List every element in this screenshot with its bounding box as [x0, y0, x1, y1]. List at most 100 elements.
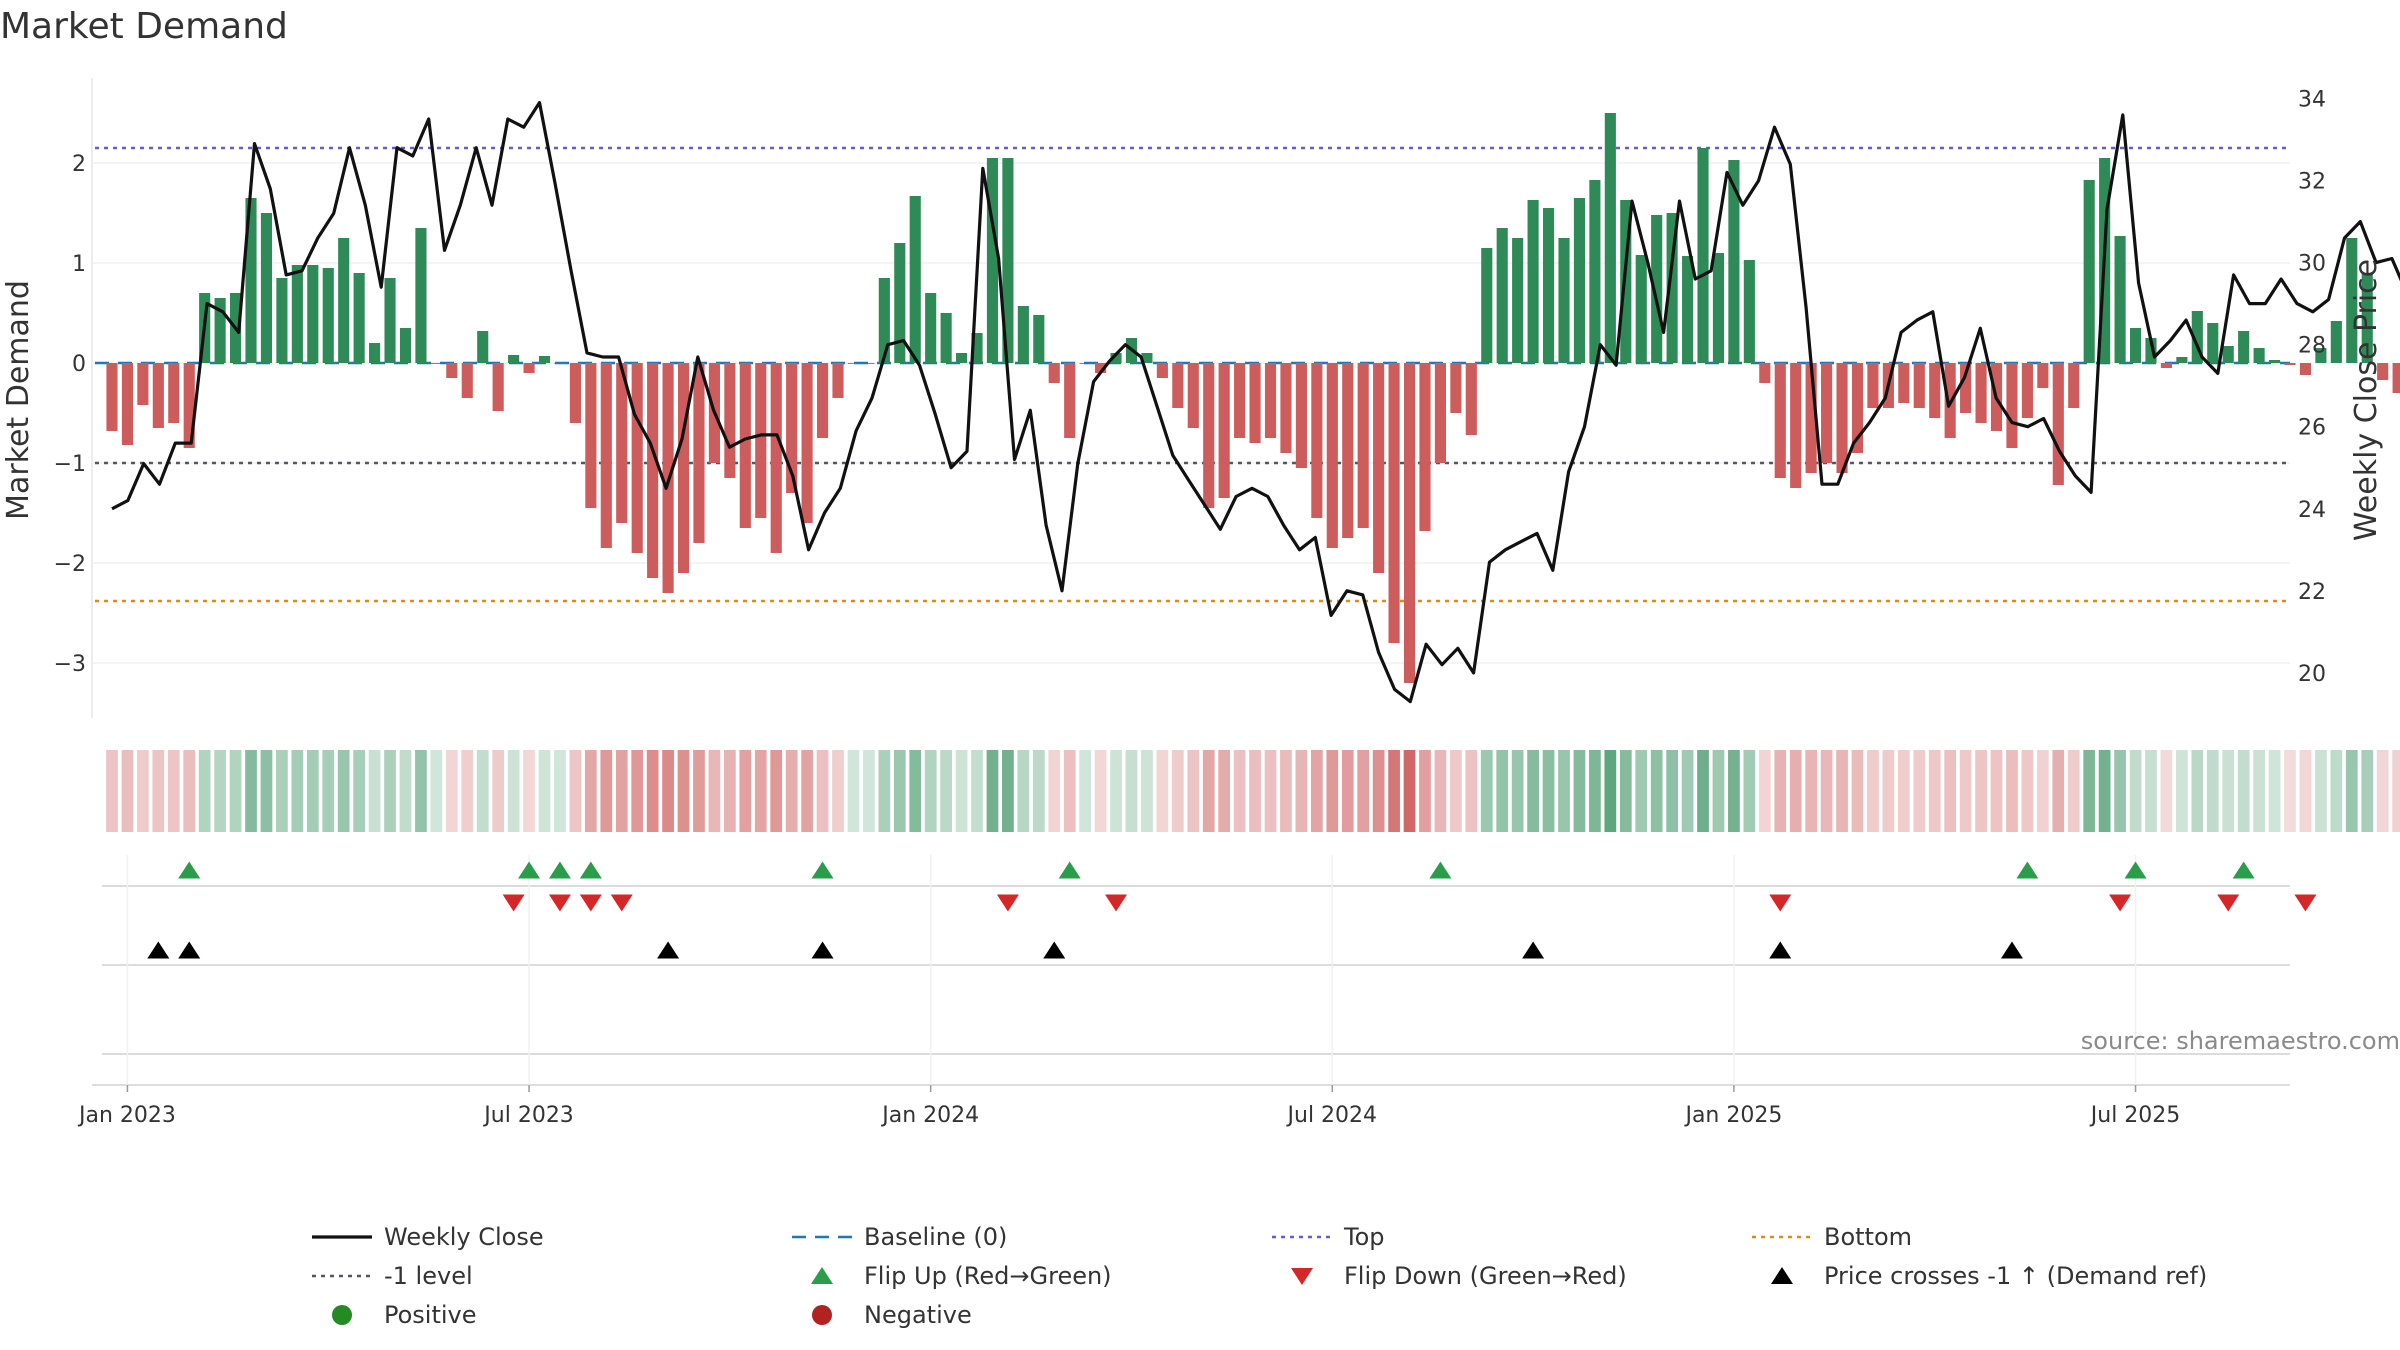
legend-item: Flip Up (Red→Green)	[811, 1262, 1112, 1290]
flip-up-marker	[2232, 861, 2255, 879]
legend-item: Positive	[332, 1301, 477, 1329]
demand-bar	[508, 355, 520, 363]
heat-cell	[1944, 750, 1957, 832]
demand-bar	[739, 363, 751, 528]
heat-cell	[770, 750, 783, 832]
heat-cell	[1480, 750, 1493, 832]
demand-bar	[585, 363, 597, 508]
heat-cell	[2392, 750, 2400, 832]
demand-bar	[168, 363, 180, 423]
demand-bar	[1434, 363, 1446, 463]
price-cross-marker	[1043, 941, 1066, 959]
heat-cell	[600, 750, 613, 832]
legend-triangle-up-swatch	[1771, 1267, 1793, 1284]
heat-cell	[1264, 750, 1277, 832]
demand-bar	[786, 363, 798, 493]
demand-bar	[2377, 363, 2389, 380]
heat-cell	[677, 750, 690, 832]
heat-cell	[2222, 750, 2235, 832]
heat-cell	[430, 750, 443, 832]
heat-cell	[955, 750, 968, 832]
flip-up-marker	[548, 861, 571, 879]
demand-bar	[1249, 363, 1261, 443]
heat-cell	[1017, 750, 1030, 832]
legend-item: Flip Down (Green→Red)	[1291, 1262, 1627, 1290]
demand-bar	[1064, 363, 1076, 438]
legend-label: Negative	[864, 1301, 972, 1329]
heat-cell	[306, 750, 319, 832]
demand-bar	[1403, 363, 1416, 683]
heat-cell	[2330, 750, 2343, 832]
demand-bar	[878, 278, 890, 363]
heat-cell	[2021, 750, 2034, 832]
y-tick-label: −2	[54, 552, 86, 577]
demand-bar	[1821, 363, 1833, 463]
heat-cell	[1171, 750, 1184, 832]
heat-cell	[476, 750, 489, 832]
demand-bar	[2330, 321, 2342, 363]
y2-tick-label: 28	[2298, 334, 2326, 359]
demand-heat-strip	[106, 750, 2400, 832]
heat-cell	[1558, 750, 1570, 832]
heat-cell	[1310, 750, 1323, 832]
heat-cell	[2098, 750, 2111, 832]
flip-down-marker	[1769, 894, 1792, 912]
demand-bar	[461, 363, 473, 398]
demand-bar	[2083, 180, 2095, 363]
heat-cell	[214, 750, 226, 832]
heat-cell	[816, 750, 829, 832]
heat-cell	[971, 750, 983, 832]
demand-bar	[1264, 363, 1277, 438]
x-tick-label: Jan 2024	[880, 1103, 979, 1128]
heat-cell	[1913, 750, 1926, 832]
demand-bar	[307, 265, 319, 363]
heat-cell	[554, 750, 566, 832]
demand-bar	[600, 363, 612, 548]
demand-bar	[940, 313, 952, 363]
demand-bar	[1728, 160, 1740, 363]
demand-bar	[1481, 248, 1493, 363]
demand-bar	[863, 363, 875, 364]
price-cross-marker	[657, 941, 680, 959]
demand-bar	[137, 363, 149, 405]
demand-bar	[1960, 363, 1972, 413]
demand-bar	[894, 243, 906, 363]
heat-cell	[569, 750, 582, 832]
demand-bar	[909, 196, 921, 363]
heat-cell	[384, 750, 396, 832]
demand-bar	[1589, 180, 1601, 363]
legend-label: Flip Up (Red→Green)	[864, 1262, 1112, 1290]
heat-cell	[1836, 750, 1848, 832]
heat-cell	[2160, 750, 2173, 832]
demand-bar	[2284, 363, 2296, 365]
flip-down-marker	[2109, 894, 2132, 912]
demand-bar	[2191, 311, 2203, 363]
demand-bar	[245, 198, 257, 363]
heat-cell	[260, 750, 273, 832]
heat-cell	[276, 750, 288, 832]
heat-cell	[1928, 750, 1941, 832]
heat-cell	[986, 750, 999, 832]
heat-cell	[245, 750, 257, 832]
demand-bar	[492, 363, 504, 411]
demand-bar	[1666, 213, 1678, 363]
demand-bar	[291, 265, 303, 363]
demand-bar	[801, 363, 813, 523]
heat-cell	[2083, 750, 2096, 832]
demand-bar	[1898, 363, 1910, 403]
demand-bar	[1203, 363, 1215, 508]
flip-down-marker	[2294, 894, 2317, 912]
legend-item: Weekly Close	[312, 1223, 544, 1251]
demand-bar	[1697, 148, 1709, 363]
heat-cell	[368, 750, 381, 832]
chart-legend: Weekly Close Baseline (0) Top Bottom -1 leve…	[312, 1223, 2207, 1329]
legend-label: Top	[1343, 1223, 1385, 1251]
x-axis-ticks: Jan 2023 Jul 2023 Jan 2024 Jul 2024 Jan 2025…	[77, 1085, 2180, 1128]
demand-bar	[1635, 255, 1647, 363]
demand-bar	[2052, 363, 2064, 485]
demand-bar	[1172, 363, 1184, 408]
heat-cell	[1743, 750, 1756, 832]
heat-cell	[1326, 750, 1339, 832]
heat-cell	[2206, 750, 2219, 832]
demand-bar	[2145, 338, 2157, 363]
